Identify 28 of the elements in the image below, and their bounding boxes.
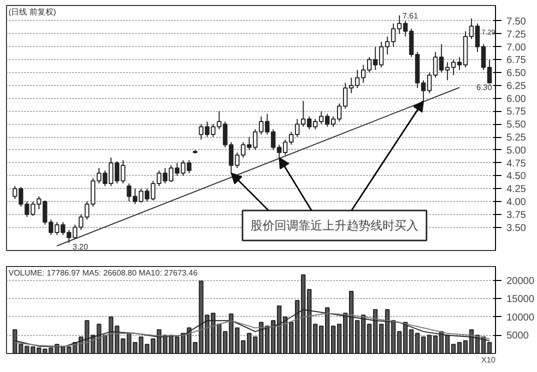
y-tick-label: 6.25 [506,80,526,92]
y-tick-label: 4.50 [506,171,526,182]
y-tick-label: 6.75 [506,55,526,66]
y-tick-label: 5.50 [506,120,526,131]
y-tick-label: 5.00 [506,145,526,156]
y-tick-label: 10000 [506,312,535,324]
y-tick-label: 4.00 [506,197,526,208]
y-tick-label: 20000 [506,276,535,287]
annotation: 股价回调靠近上升趋势线时买入 [250,218,418,232]
y-tick-label: 5.75 [506,106,526,118]
y-tick-label: 6.50 [506,68,526,80]
y-tick-label: 6.00 [506,94,526,105]
y-tick-label: 7.50 [506,16,526,28]
annotation: 3.20 [72,242,89,252]
y-tick-label: 3.75 [506,210,526,221]
y-tick-label: 4.25 [506,184,526,196]
y-tick-label: 3.50 [506,222,526,234]
y-tick-label: 4.75 [506,158,526,170]
annotation: 6.30 [476,82,492,92]
chart-title: (日线 前复权) [8,8,56,16]
y-tick-label: 5000 [506,330,530,342]
y-tick-label: 5.25 [506,132,526,144]
annotation: 7.61 [402,12,419,20]
y-tick-label: 7.00 [506,42,526,54]
chart-title: VOLUME: 17786.97 MA5: 26608.80 MA10: 27673.46 [8,268,198,278]
y-tick-label: 15000 [506,294,535,306]
y-tick-label: 7.25 [506,29,526,40]
text: X10 [481,356,496,364]
